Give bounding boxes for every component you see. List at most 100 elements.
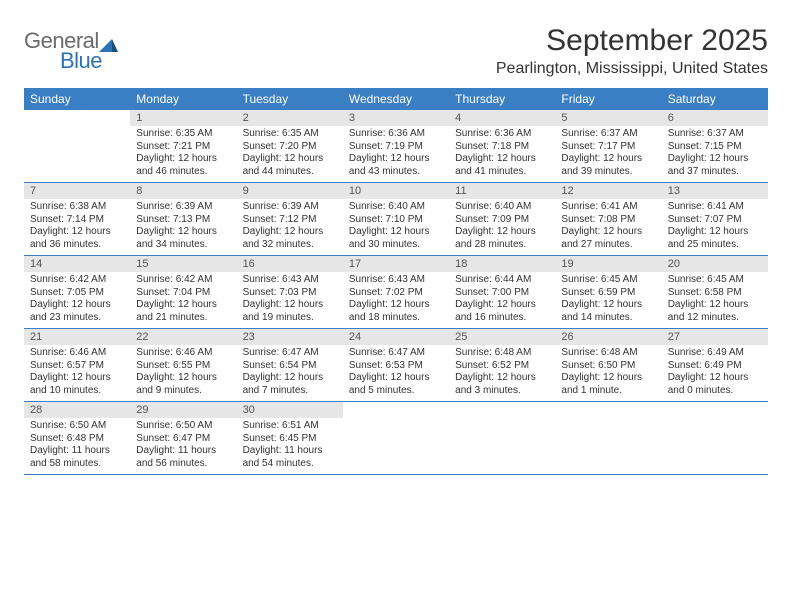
day-body: Sunrise: 6:40 AMSunset: 7:10 PMDaylight:…	[343, 199, 449, 255]
sunrise-text: Sunrise: 6:40 AM	[349, 201, 443, 214]
sunrise-text: Sunrise: 6:43 AM	[349, 274, 443, 287]
day-body: Sunrise: 6:41 AMSunset: 7:08 PMDaylight:…	[555, 199, 661, 255]
day-number: 10	[343, 183, 449, 199]
sunrise-text: Sunrise: 6:51 AM	[243, 420, 337, 433]
day-number: 27	[662, 329, 768, 345]
sunset-text: Sunset: 7:18 PM	[455, 141, 549, 154]
daylight-text: Daylight: 12 hours and 14 minutes.	[561, 299, 655, 324]
sunset-text: Sunset: 7:08 PM	[561, 214, 655, 227]
sunrise-text: Sunrise: 6:49 AM	[668, 347, 762, 360]
sunrise-text: Sunrise: 6:40 AM	[455, 201, 549, 214]
daylight-text: Daylight: 12 hours and 44 minutes.	[243, 153, 337, 178]
day-number: 21	[24, 329, 130, 345]
sunset-text: Sunset: 6:58 PM	[668, 287, 762, 300]
day-number: 18	[449, 256, 555, 272]
sunset-text: Sunset: 7:20 PM	[243, 141, 337, 154]
day-number: 30	[237, 402, 343, 418]
sunrise-text: Sunrise: 6:35 AM	[243, 128, 337, 141]
daylight-text: Daylight: 12 hours and 0 minutes.	[668, 372, 762, 397]
day-number: 2	[237, 110, 343, 126]
day-cell: 11Sunrise: 6:40 AMSunset: 7:09 PMDayligh…	[449, 183, 555, 255]
sunrise-text: Sunrise: 6:48 AM	[455, 347, 549, 360]
sunrise-text: Sunrise: 6:37 AM	[561, 128, 655, 141]
day-cell: 21Sunrise: 6:46 AMSunset: 6:57 PMDayligh…	[24, 329, 130, 401]
day-number: 15	[130, 256, 236, 272]
day-cell-empty	[555, 402, 661, 474]
sunrise-text: Sunrise: 6:43 AM	[243, 274, 337, 287]
month-title: September 2025	[496, 24, 768, 58]
day-number: 26	[555, 329, 661, 345]
header: GeneralBlue September 2025 Pearlington, …	[24, 24, 768, 78]
daylight-text: Daylight: 12 hours and 18 minutes.	[349, 299, 443, 324]
day-number: 17	[343, 256, 449, 272]
day-cell-empty	[343, 402, 449, 474]
daylight-text: Daylight: 12 hours and 43 minutes.	[349, 153, 443, 178]
daylight-text: Daylight: 12 hours and 19 minutes.	[243, 299, 337, 324]
day-header-friday: Friday	[555, 88, 661, 110]
day-body: Sunrise: 6:39 AMSunset: 7:13 PMDaylight:…	[130, 199, 236, 255]
day-cell: 9Sunrise: 6:39 AMSunset: 7:12 PMDaylight…	[237, 183, 343, 255]
calendar: SundayMondayTuesdayWednesdayThursdayFrid…	[24, 88, 768, 475]
sunset-text: Sunset: 6:48 PM	[30, 433, 124, 446]
sunrise-text: Sunrise: 6:37 AM	[668, 128, 762, 141]
day-body: Sunrise: 6:38 AMSunset: 7:14 PMDaylight:…	[24, 199, 130, 255]
week-row: 1Sunrise: 6:35 AMSunset: 7:21 PMDaylight…	[24, 110, 768, 183]
day-cell: 2 Sunrise: 6:35 AMSunset: 7:20 PMDaylight…	[237, 110, 343, 182]
sunset-text: Sunset: 6:45 PM	[243, 433, 337, 446]
day-number: 7	[24, 183, 130, 199]
day-cell-empty	[449, 402, 555, 474]
sunset-text: Sunset: 7:07 PM	[668, 214, 762, 227]
sunrise-text: Sunrise: 6:39 AM	[136, 201, 230, 214]
sunset-text: Sunset: 7:15 PM	[668, 141, 762, 154]
day-body: Sunrise: 6:43 AMSunset: 7:02 PMDaylight:…	[343, 272, 449, 328]
sunrise-text: Sunrise: 6:45 AM	[668, 274, 762, 287]
daylight-text: Daylight: 12 hours and 1 minute.	[561, 372, 655, 397]
week-row: 21Sunrise: 6:46 AMSunset: 6:57 PMDayligh…	[24, 329, 768, 402]
sunrise-text: Sunrise: 6:41 AM	[668, 201, 762, 214]
sunset-text: Sunset: 7:05 PM	[30, 287, 124, 300]
sunset-text: Sunset: 7:13 PM	[136, 214, 230, 227]
day-cell: 26Sunrise: 6:48 AMSunset: 6:50 PMDayligh…	[555, 329, 661, 401]
sunset-text: Sunset: 7:02 PM	[349, 287, 443, 300]
day-number: 28	[24, 402, 130, 418]
day-header-wednesday: Wednesday	[343, 88, 449, 110]
sunset-text: Sunset: 6:47 PM	[136, 433, 230, 446]
sunset-text: Sunset: 7:00 PM	[455, 287, 549, 300]
day-cell: 10Sunrise: 6:40 AMSunset: 7:10 PMDayligh…	[343, 183, 449, 255]
logo: GeneralBlue	[24, 24, 119, 74]
day-body: Sunrise: 6:35 AMSunset: 7:21 PMDaylight:…	[130, 126, 236, 182]
day-body: Sunrise: 6:50 AMSunset: 6:47 PMDaylight:…	[130, 418, 236, 474]
day-cell: 12Sunrise: 6:41 AMSunset: 7:08 PMDayligh…	[555, 183, 661, 255]
day-cell: 6Sunrise: 6:37 AMSunset: 7:15 PMDaylight…	[662, 110, 768, 182]
sunrise-text: Sunrise: 6:42 AM	[136, 274, 230, 287]
day-header-thursday: Thursday	[449, 88, 555, 110]
day-cell: 28Sunrise: 6:50 AMSunset: 6:48 PMDayligh…	[24, 402, 130, 474]
sunrise-text: Sunrise: 6:46 AM	[136, 347, 230, 360]
day-number: 22	[130, 329, 236, 345]
sunset-text: Sunset: 7:12 PM	[243, 214, 337, 227]
day-body: Sunrise: 6:46 AMSunset: 6:57 PMDaylight:…	[24, 345, 130, 401]
day-number: 9	[237, 183, 343, 199]
daylight-text: Daylight: 12 hours and 41 minutes.	[455, 153, 549, 178]
day-body: Sunrise: 6:40 AMSunset: 7:09 PMDaylight:…	[449, 199, 555, 255]
day-number: 3	[343, 110, 449, 126]
sunset-text: Sunset: 6:55 PM	[136, 360, 230, 373]
day-header-saturday: Saturday	[662, 88, 768, 110]
day-body: Sunrise: 6:43 AMSunset: 7:03 PMDaylight:…	[237, 272, 343, 328]
day-number: 20	[662, 256, 768, 272]
day-cell: 15Sunrise: 6:42 AMSunset: 7:04 PMDayligh…	[130, 256, 236, 328]
sunset-text: Sunset: 6:49 PM	[668, 360, 762, 373]
day-cell: 22Sunrise: 6:46 AMSunset: 6:55 PMDayligh…	[130, 329, 236, 401]
day-header-monday: Monday	[130, 88, 236, 110]
day-number: 19	[555, 256, 661, 272]
sunset-text: Sunset: 7:04 PM	[136, 287, 230, 300]
day-cell: 23Sunrise: 6:47 AMSunset: 6:54 PMDayligh…	[237, 329, 343, 401]
sunrise-text: Sunrise: 6:46 AM	[30, 347, 124, 360]
daylight-text: Daylight: 12 hours and 37 minutes.	[668, 153, 762, 178]
sunset-text: Sunset: 7:10 PM	[349, 214, 443, 227]
day-body: Sunrise: 6:49 AMSunset: 6:49 PMDaylight:…	[662, 345, 768, 401]
day-header-sunday: Sunday	[24, 88, 130, 110]
day-cell: 16Sunrise: 6:43 AMSunset: 7:03 PMDayligh…	[237, 256, 343, 328]
sunset-text: Sunset: 7:09 PM	[455, 214, 549, 227]
sunrise-text: Sunrise: 6:50 AM	[136, 420, 230, 433]
